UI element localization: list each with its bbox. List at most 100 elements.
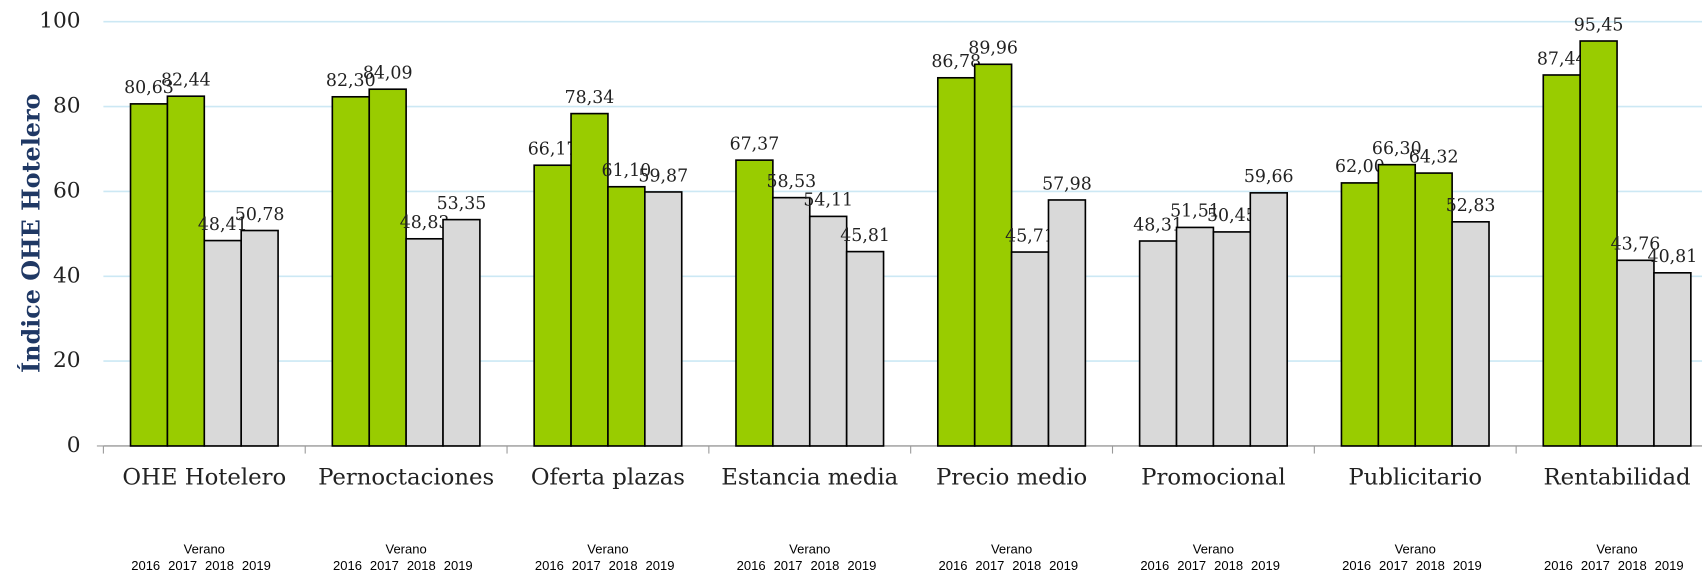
series-label: 2016 (535, 558, 564, 573)
data-label: 86,78 (931, 52, 981, 72)
series-label: 2019 (646, 558, 675, 573)
series-label: 2017 (572, 558, 601, 573)
data-label: 84,09 (363, 64, 413, 84)
bar (1377, 163, 1417, 447)
bar (1542, 74, 1581, 447)
series-label: 2016 (737, 558, 766, 573)
y-axis-label: Índice OHE Hotelero (16, 94, 45, 373)
data-label: 82,44 (161, 71, 211, 91)
bar (1653, 272, 1692, 447)
bar (845, 250, 885, 447)
bar (735, 159, 774, 447)
series-label: 2017 (370, 558, 399, 573)
data-label: 59,66 (1244, 167, 1294, 187)
bar (1414, 172, 1453, 447)
y-tick-label: 80 (53, 94, 81, 119)
bar (368, 88, 407, 447)
series-label: 2017 (975, 558, 1004, 573)
data-label: 67,37 (730, 134, 780, 154)
sublabel: Verano (1193, 542, 1234, 557)
sublabel: Verano (1395, 542, 1436, 557)
data-label: 95,45 (1574, 15, 1624, 35)
series-label: 2016 (1140, 558, 1169, 573)
series-label: 2018 (407, 558, 436, 573)
bar (936, 76, 976, 447)
data-label: 40,81 (1648, 247, 1698, 267)
bar (607, 185, 646, 447)
sublabel: Verano (184, 542, 225, 557)
bar (1451, 221, 1490, 447)
y-tick-label: 20 (53, 348, 81, 373)
data-label: 45,71 (1005, 226, 1055, 246)
data-label: 80,63 (124, 78, 174, 98)
data-label: 58,53 (766, 172, 816, 192)
series-label: 2017 (1177, 558, 1206, 573)
x-tick-label: Publicitario (1348, 465, 1482, 491)
data-label: 59,87 (638, 166, 688, 186)
sublabel: Verano (587, 542, 628, 557)
series-label: 2019 (444, 558, 473, 573)
series-label: 2018 (810, 558, 839, 573)
data-label: 78,34 (565, 88, 615, 108)
data-label: 51,51 (1170, 202, 1220, 222)
y-tick-label: 40 (53, 263, 81, 288)
series-label: 2019 (1655, 558, 1684, 573)
data-label: 66,17 (528, 140, 578, 160)
x-tick-label: Oferta plazas (531, 465, 685, 491)
data-label: 52,83 (1446, 196, 1496, 216)
x-tick-label: Rentabilidad (1543, 465, 1690, 491)
data-label: 48,31 (1133, 215, 1183, 235)
series-label: 2018 (609, 558, 638, 573)
data-label: 64,32 (1409, 147, 1459, 167)
series-label: 2016 (131, 558, 160, 573)
bar (808, 215, 848, 447)
y-tick-label: 60 (53, 178, 81, 203)
series-label: 2019 (242, 558, 271, 573)
data-label: 62,00 (1335, 157, 1385, 177)
bar (331, 95, 371, 447)
bar (405, 237, 444, 447)
series-label: 2017 (168, 558, 197, 573)
data-label: 48,83 (400, 213, 450, 233)
series-label: 2016 (939, 558, 968, 573)
bar (442, 218, 481, 447)
x-tick-label: Estancia media (721, 465, 898, 491)
x-tick-label: Pernoctaciones (318, 465, 494, 491)
x-tick-label: Precio medio (936, 465, 1087, 491)
sublabel: Verano (1596, 542, 1637, 557)
series-label: 2019 (1453, 558, 1482, 573)
bar (1249, 192, 1289, 447)
series-label: 2019 (847, 558, 876, 573)
bar (1010, 251, 1050, 447)
series-label: 2018 (205, 558, 234, 573)
bar (129, 103, 169, 447)
x-tick-label: Promocional (1141, 465, 1285, 491)
series-label: 2018 (1214, 558, 1243, 573)
series-label: 2017 (1379, 558, 1408, 573)
bar (1579, 40, 1618, 447)
bar (203, 239, 243, 447)
sublabel: Verano (789, 542, 830, 557)
series-label: 2016 (333, 558, 362, 573)
data-label: 50,78 (235, 205, 285, 225)
x-tick-label: OHE Hotelero (122, 465, 286, 491)
sublabel: Verano (991, 542, 1032, 557)
y-tick-label: 0 (67, 433, 81, 458)
bar (240, 229, 279, 447)
data-label: 54,11 (803, 191, 853, 211)
series-label: 2018 (1416, 558, 1445, 573)
bar (973, 63, 1013, 447)
bar (772, 196, 811, 447)
data-label: 48,41 (198, 215, 248, 235)
data-label: 66,30 (1372, 139, 1422, 159)
bar (1138, 240, 1178, 447)
series-label: 2017 (774, 558, 803, 573)
data-label: 89,96 (968, 39, 1018, 59)
series-label: 2017 (1581, 558, 1610, 573)
bar (570, 112, 609, 447)
series-label: 2016 (1342, 558, 1371, 573)
data-label: 53,35 (437, 194, 487, 214)
bar (644, 191, 683, 447)
series-label: 2018 (1618, 558, 1647, 573)
